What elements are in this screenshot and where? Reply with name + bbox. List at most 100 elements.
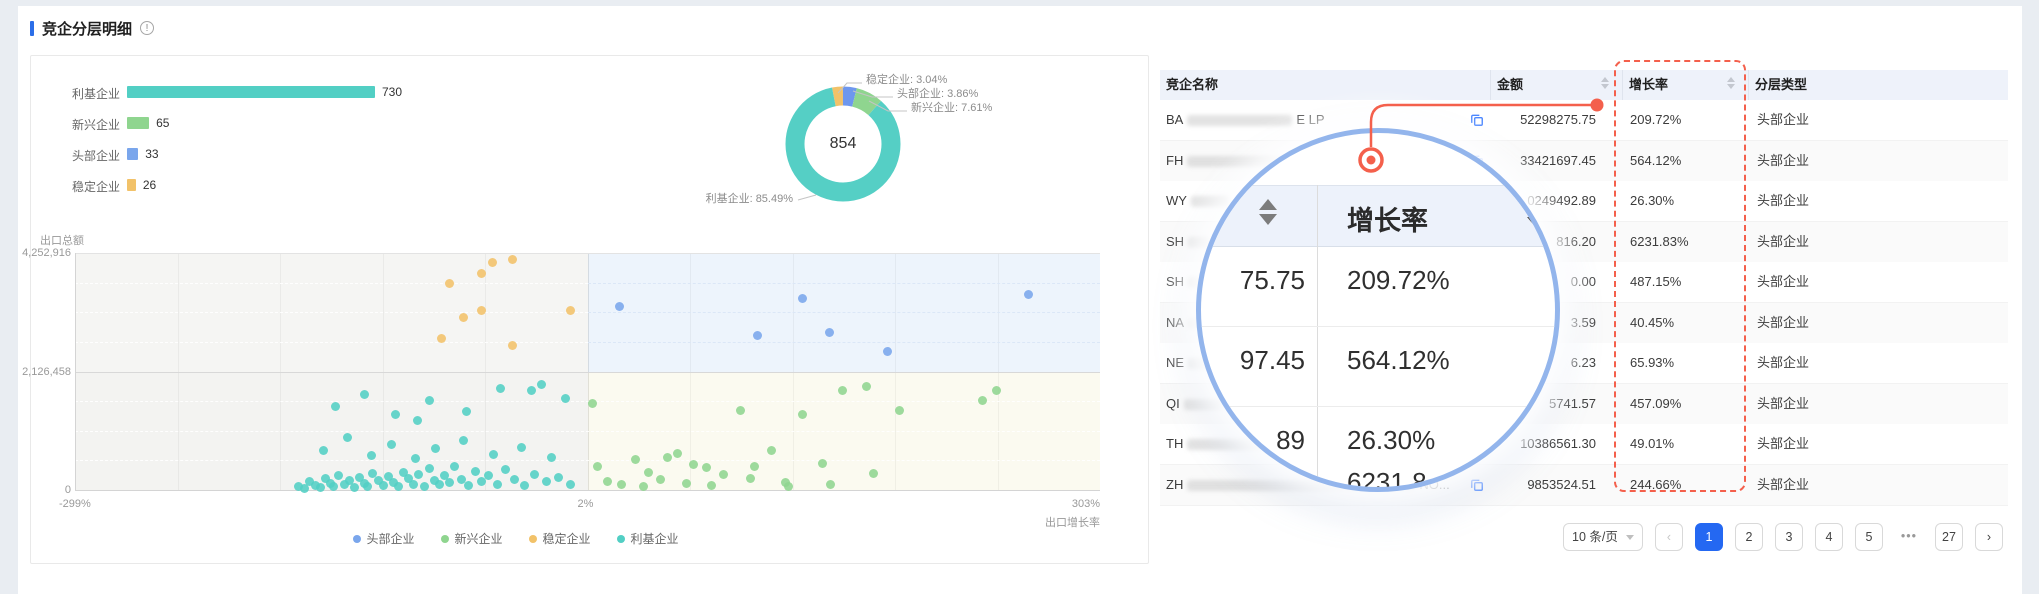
scatter-point-利基企业 [378,480,388,490]
scatter-point-新兴企业 [719,470,729,480]
magnifier-row-divider [1201,406,1555,407]
cell-growth-rate: 49.01% [1630,436,1675,451]
sort-control[interactable] [1601,77,1609,89]
scatter-point-利基企业 [363,481,373,491]
scatter-point-利基企业 [419,481,429,491]
cell-growth-rate: 209.72% [1630,112,1682,127]
scatter-point-利基企业 [431,444,441,454]
cell-growth-rate: 564.12% [1630,152,1682,168]
gridline-horizontal [75,312,588,314]
scatter-point-利基企业 [331,401,340,411]
scatter-point-新兴企业 [749,461,759,471]
x-axis-line [75,490,1100,491]
table-row[interactable]: BA E LP 52298275.75 209.72% 头部企业 [1160,100,2008,141]
scatter-point-利基企业 [424,396,434,406]
legend-label: 头部企业 [366,532,415,546]
x-axis-title: 出口增长率 [1045,517,1100,529]
scatter-point-利基企业 [450,462,460,472]
scatter-point-利基企业 [342,432,352,442]
scatter-point-利基企业 [520,480,529,490]
gridline-horizontal [587,282,1100,284]
scatter-point-新兴企业 [630,455,640,465]
gridline-horizontal [75,430,1100,432]
scatter-point-利基企业 [404,474,414,484]
scatter-point-利基企业 [542,477,552,487]
magnifier-growth-value: 6231.8 [1347,467,1427,487]
copy-icon[interactable] [1470,478,1484,492]
table-header: 竞企名称 金额 增长率 分层类型 [1160,70,2008,100]
legend-item-头部企业[interactable]: 头部企业 [352,530,415,547]
magnifier-sort-icon [1259,199,1277,225]
cell-company-name: SH [1166,222,1486,262]
page-button-27[interactable]: 27 [1935,523,1963,551]
legend-item-稳定企业[interactable]: 稳定企业 [528,530,591,547]
sort-control[interactable] [1727,77,1735,89]
gridline-horizontal [587,341,1100,343]
bar [127,86,375,98]
column-header-3[interactable]: 增长率 [1622,70,1748,100]
scatter-point-利基企业 [315,482,325,492]
cell-layer-type: 头部企业 [1757,314,1810,330]
page-button-5[interactable]: 5 [1855,523,1883,551]
cell-amount: 33421697.45 [1520,152,1596,168]
scatter-point-新兴企业 [838,386,848,396]
scatter-point-利基企业 [547,453,557,463]
scatter-point-新兴企业 [663,452,673,462]
legend-label: 稳定企业 [542,532,591,546]
scatter-point-新兴企业 [783,482,793,492]
scatter-point-新兴企业 [673,448,683,458]
table-row[interactable]: ZH NO... 9853524.51 244.66% 头部企业 [1160,464,2008,506]
y-tick-label: 4,252,916 [22,247,71,259]
bar-row: 利基企业 730 [30,84,530,101]
scatter-point-稳定企业 [508,340,518,350]
scatter-point-利基企业 [565,480,575,490]
bar-value-label: 730 [382,85,403,99]
scatter-point-稳定企业 [445,278,455,288]
scatter-point-新兴企业 [869,468,879,478]
info-icon[interactable]: ! [140,21,155,35]
legend-item-利基企业[interactable]: 利基企业 [616,530,679,547]
magnifier-amount-fragment: 97.45 [1239,345,1305,375]
scatter-point-利基企业 [412,415,422,425]
scatter-point-利基企业 [383,472,393,482]
scatter-point-利基企业 [554,472,564,482]
prev-page-button[interactable]: ‹ [1655,523,1683,551]
scatter-point-利基企业 [445,477,455,487]
page-button-1[interactable]: 1 [1695,523,1723,551]
cell-amount: 0.00 [1570,274,1596,289]
scatter-point-利基企业 [429,476,439,486]
scatter-point-头部企业 [824,328,834,338]
y-axis-title: 出口总额 [40,235,84,247]
column-header-1: 竞企名称 [1166,77,1219,92]
gridline-horizontal [75,282,588,284]
page-size-select[interactable]: 10 条/页 [1563,523,1643,551]
legend-dot [616,534,625,543]
scatter-point-利基企业 [526,386,536,396]
page-button-3[interactable]: 3 [1775,523,1803,551]
scatter-point-稳定企业 [477,305,487,315]
scatter-point-新兴企业 [707,481,717,491]
next-page-button[interactable]: › [1975,523,2003,551]
gridline-solid [75,253,1100,254]
cell-amount: 10386561.30 [1520,436,1596,451]
cell-growth-rate: 487.15% [1630,274,1682,289]
scatter-point-利基企业 [496,384,506,394]
page-button-4[interactable]: 4 [1815,523,1843,551]
cell-layer-type: 头部企业 [1757,436,1810,451]
legend-item-新兴企业[interactable]: 新兴企业 [440,530,503,547]
y-axis-line [75,253,76,490]
cell-amount: 3.59 [1570,314,1596,330]
scatter-point-新兴企业 [746,474,756,484]
page-button-2[interactable]: 2 [1735,523,1763,551]
redacted-name-segment [1187,439,1268,451]
cell-layer-type: 头部企业 [1757,193,1810,208]
column-header-2[interactable]: 金额 [1490,70,1622,100]
copy-icon[interactable] [1470,113,1484,127]
legend-label: 利基企业 [630,532,679,546]
scatter-point-利基企业 [339,480,349,490]
scatter-point-新兴企业 [588,399,598,409]
gridline-horizontal [75,341,588,343]
scatter-point-利基企业 [300,483,310,493]
scatter-point-头部企业 [797,294,807,304]
cell-layer-type: 头部企业 [1757,355,1810,370]
